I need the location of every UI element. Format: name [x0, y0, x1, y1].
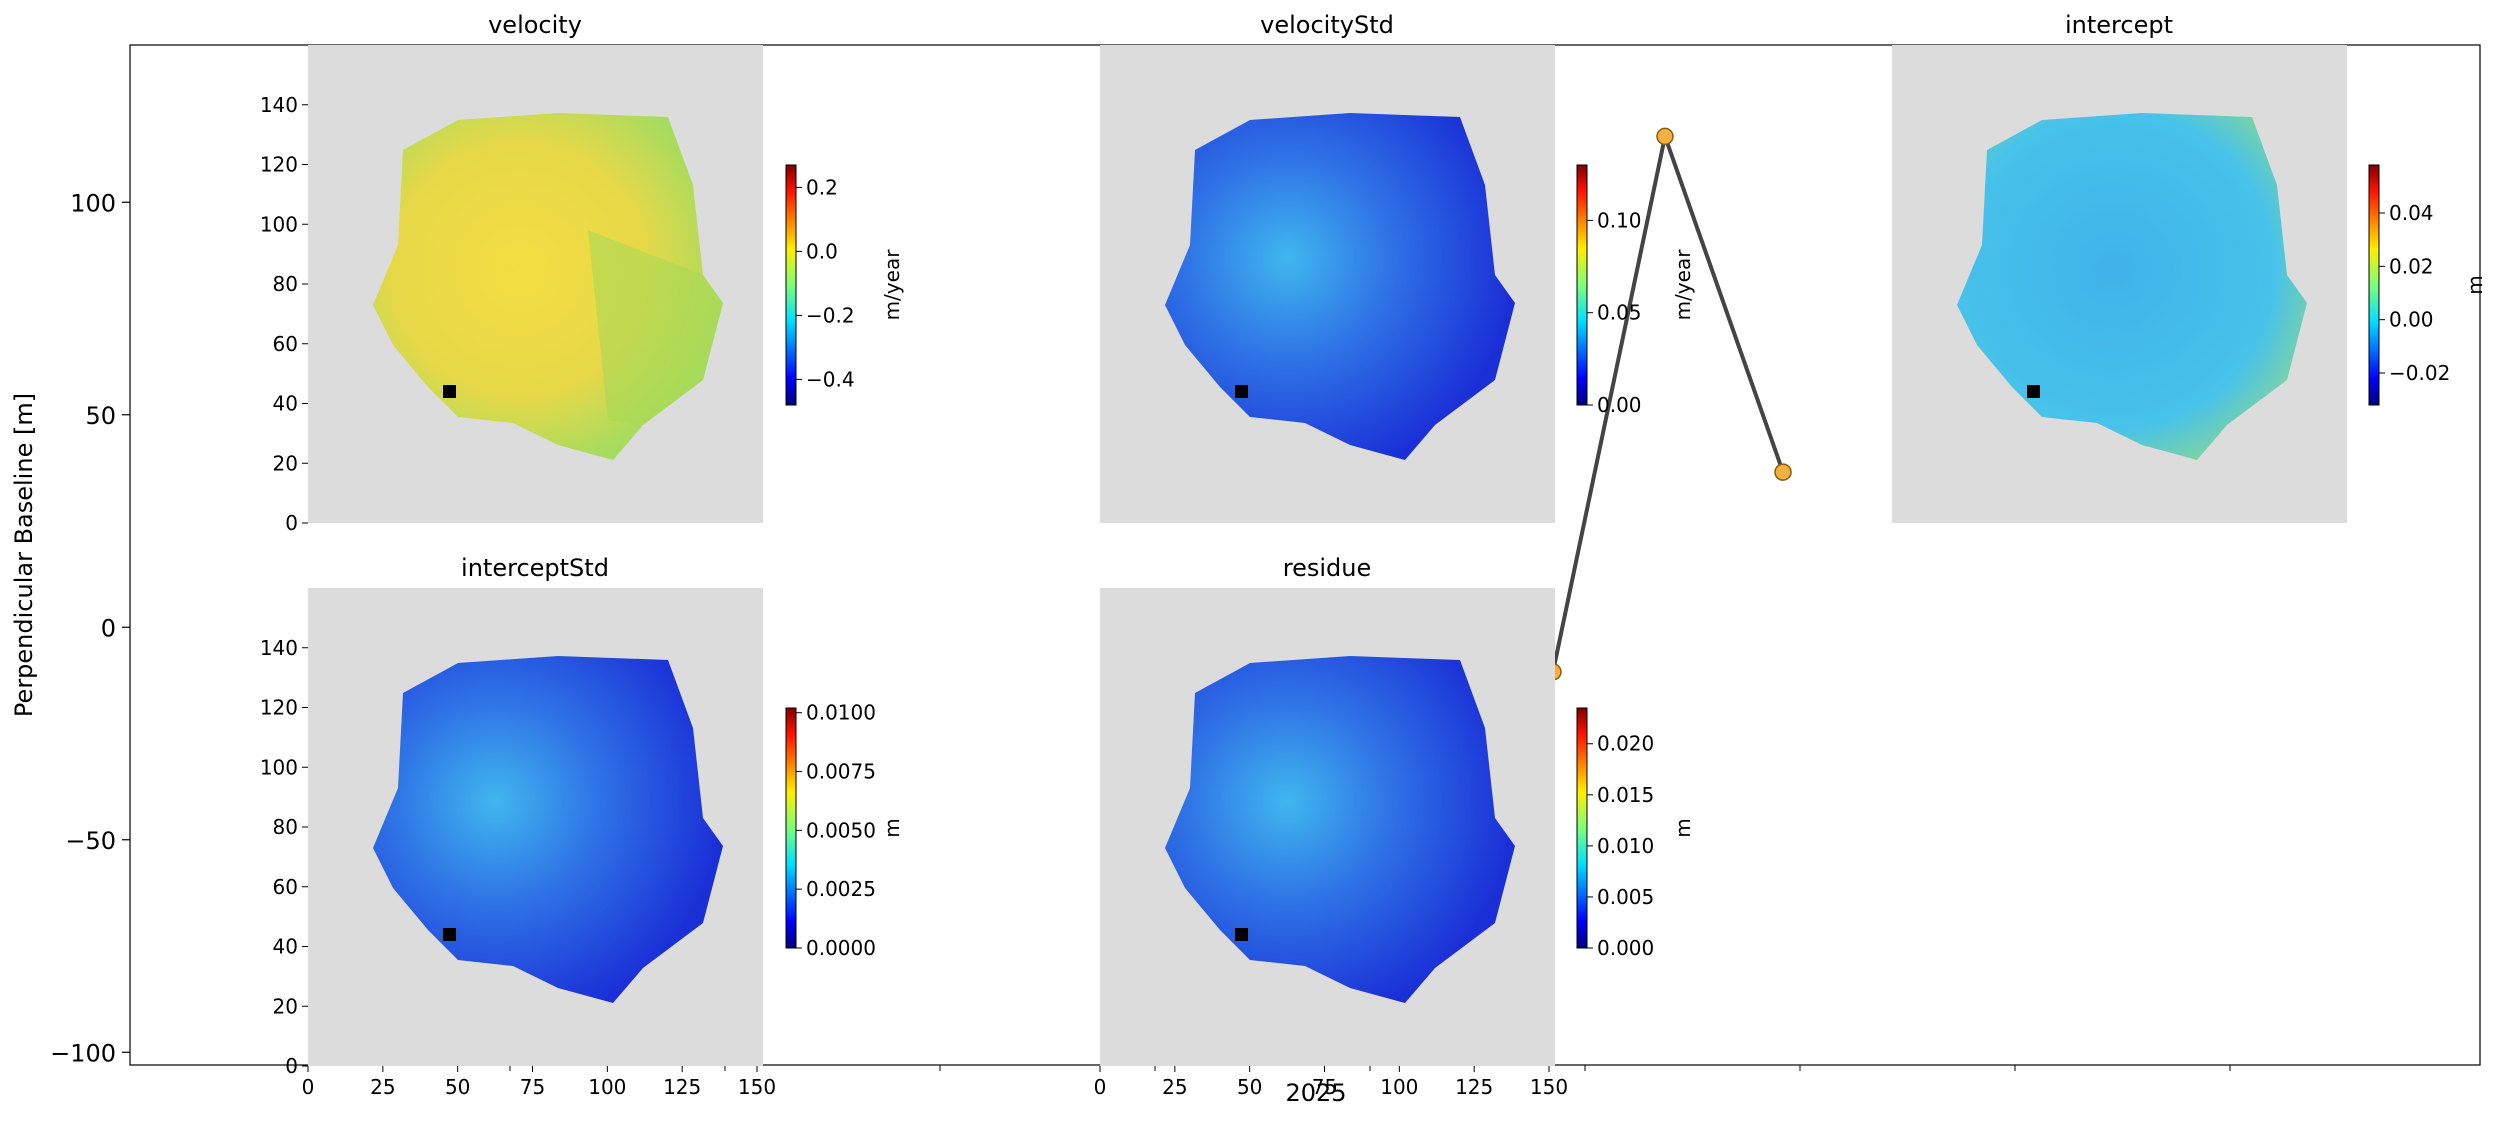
colorbar-tick-label: 0.005	[1597, 885, 1654, 909]
colorbar-gradient	[1576, 164, 1588, 406]
panel-ytick-label: 120	[260, 696, 298, 720]
panel-xtick-label: 100	[1380, 1075, 1418, 1099]
panel-ytick-label: 0	[285, 511, 298, 535]
baseline-point	[1656, 127, 1674, 146]
intercept-colorbar: 0.04 0.02 0.00 −0.02 m	[2368, 164, 2487, 406]
velocity-colorbar: 0.2 0.0 −0.2 −0.4 m/year	[785, 164, 904, 406]
velocityStd-ref-point	[1235, 385, 1248, 398]
panel-xtick-label: 25	[1162, 1075, 1187, 1099]
panel-ytick-label: 140	[260, 636, 298, 660]
interceptStd-ref-point	[443, 928, 456, 941]
colorbar-tick-label: 0.010	[1597, 834, 1654, 858]
panel-ytick-label: 140	[260, 93, 298, 117]
colorbar-tick-label: 0.02	[2389, 254, 2434, 278]
residue-title: residue	[1283, 554, 1372, 582]
colorbar-tick-label: 0.04	[2389, 201, 2434, 225]
colorbar-tick-label: 0.10	[1597, 208, 1642, 232]
panel-ytick-label: 100	[260, 212, 298, 236]
colorbar-tick-label: −0.2	[806, 303, 855, 327]
colorbar-label: m	[1671, 818, 1695, 837]
velocityStd-title: velocityStd	[1260, 11, 1394, 39]
panel-xtick-label: 150	[738, 1075, 776, 1099]
colorbar-tick-label: 0.2	[806, 175, 838, 199]
panel-xtick-label: 75	[1312, 1075, 1337, 1099]
colorbar-tick-label: −0.4	[806, 367, 855, 391]
colorbar-gradient	[1576, 707, 1588, 949]
panel-ytick-label: 60	[273, 875, 298, 899]
colorbar-label: m	[2463, 275, 2487, 294]
panel-velocityStd: velocityStd 0.10 0.05 0.00 m/year	[1100, 11, 1695, 523]
panel-xtick-label: 150	[1530, 1075, 1568, 1099]
panel-residue: residue 0.020 0.015 0.010 0.005 0.000 m	[1100, 554, 1695, 1066]
colorbar-tick-label: 0.020	[1597, 732, 1654, 756]
residue-colorbar: 0.020 0.015 0.010 0.005 0.000 m	[1576, 707, 1695, 960]
velocityStd-colorbar: 0.10 0.05 0.00 m/year	[1576, 164, 1695, 417]
colorbar-tick-label: −0.02	[2389, 361, 2450, 385]
colorbar-label: m/year	[1671, 249, 1695, 321]
panel-ytick-label: 20	[273, 994, 298, 1018]
panel-ytick-label: 80	[273, 272, 298, 296]
panel-ytick-label: 80	[273, 815, 298, 839]
baseline-ytick-label: −50	[65, 827, 116, 855]
panel-xtick-label: 25	[370, 1075, 395, 1099]
baseline-ytick-label: −100	[50, 1039, 116, 1067]
residue-footprint	[1165, 656, 1515, 1003]
panel-ytick-label: 0	[285, 1054, 298, 1078]
panel-xtick-label: 125	[1455, 1075, 1493, 1099]
panel-intercept: intercept 0.04 0.02 0.00 −0.02 m	[1892, 11, 2487, 523]
colorbar-gradient	[2368, 164, 2380, 406]
colorbar-label: m/year	[880, 249, 904, 321]
panel-xtick-label: 100	[588, 1075, 626, 1099]
residue-ref-point	[1235, 928, 1248, 941]
panel-ytick-label: 40	[273, 935, 298, 959]
baseline-y-ticks: −100 −50 0 50 100	[50, 189, 130, 1067]
panel-xtick-label: 75	[520, 1075, 545, 1099]
colorbar-tick-label: 0.0075	[806, 760, 876, 784]
panel-xtick-label: 50	[1237, 1075, 1262, 1099]
panel-ytick-label: 60	[273, 332, 298, 356]
intercept-footprint	[1957, 113, 2307, 460]
intercept-ref-point	[2027, 385, 2040, 398]
panel-ytick-label: 100	[260, 755, 298, 779]
velocity-title: velocity	[488, 11, 582, 39]
baseline-ytick-label: 0	[101, 614, 116, 642]
intercept-title: intercept	[2065, 11, 2173, 39]
baseline-point	[1492, 1070, 1508, 1086]
panel-interceptStd: interceptStd 0.01000.00750.00500.00250.0…	[308, 554, 904, 1066]
baseline-point	[1774, 463, 1792, 481]
interceptStd-footprint	[373, 656, 723, 1003]
colorbar-tick-label: 0.0050	[806, 818, 876, 842]
panel-velocity: velocity 0.2 0.0 −0.2 −0.4 m/year	[308, 11, 904, 523]
baseline-x-ticks	[294, 1065, 2231, 1071]
colorbar-gradient	[785, 707, 797, 949]
colorbar-tick-label: 0.0000	[806, 936, 876, 960]
colorbar-tick-label: 0.0	[806, 239, 838, 263]
baseline-ytick-label: 100	[70, 189, 116, 217]
colorbar-tick-label: 0.015	[1597, 783, 1654, 807]
colorbar-tick-label: 0.0025	[806, 877, 876, 901]
panel-xtick-label: 125	[663, 1075, 701, 1099]
colorbar-tick-label: 0.00	[1597, 393, 1642, 417]
panel-ticks: 0 20 40 60 80 100 120 140 0 20 40 60 80 100 120 140 0 25 5…	[260, 93, 1568, 1099]
panel-xtick-label: 0	[302, 1075, 315, 1099]
interceptStd-title: interceptStd	[461, 554, 609, 582]
panel-ytick-label: 20	[273, 451, 298, 475]
interceptStd-colorbar: 0.0100 0.0075 0.0050 0.0025 0.0000 m	[785, 701, 904, 960]
panel-xtick-label: 0	[1094, 1075, 1107, 1099]
colorbar-label: m	[880, 818, 904, 837]
colorbar-tick-label: 0.05	[1597, 301, 1642, 325]
colorbar-tick-label: 0.00	[2389, 308, 2434, 332]
velocity-ref-point	[443, 385, 456, 398]
colorbar-tick-label: 0.000	[1597, 936, 1654, 960]
panel-ytick-label: 120	[260, 153, 298, 177]
baseline-ylabel: Perpendicular Baseline [m]	[10, 393, 38, 717]
baseline-ytick-label: 50	[85, 402, 116, 430]
colorbar-tick-label: 0.0100	[806, 701, 876, 725]
panel-xtick-label: 50	[445, 1075, 470, 1099]
panel-ytick-label: 40	[273, 392, 298, 416]
colorbar-gradient	[785, 164, 797, 406]
baseline-xlabel: 2025	[1285, 1079, 1346, 1107]
velocityStd-footprint	[1165, 113, 1515, 460]
